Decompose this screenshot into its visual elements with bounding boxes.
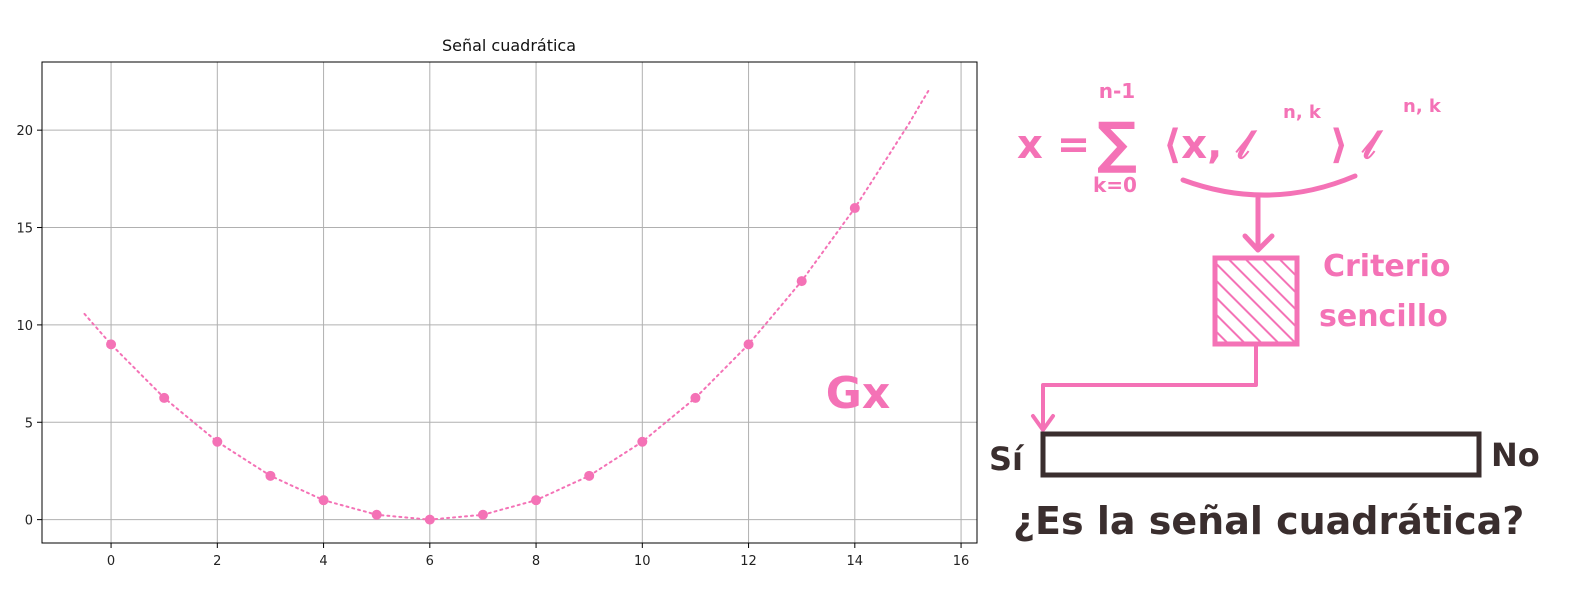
data-point xyxy=(637,436,648,447)
connector-line xyxy=(1041,346,1258,428)
data-point xyxy=(424,514,435,525)
chart-title: Señal cuadrática xyxy=(442,36,576,55)
y-tick-label: 5 xyxy=(25,416,33,431)
data-point xyxy=(371,509,382,520)
data-point xyxy=(743,339,754,350)
y-tick-label: 15 xyxy=(16,222,33,237)
data-point xyxy=(265,470,276,481)
criterion-label-2: sencillo xyxy=(1319,299,1448,334)
x-tick-label: 14 xyxy=(847,554,864,569)
x-tick-label: 8 xyxy=(532,554,540,569)
x-tick-label: 12 xyxy=(740,554,757,569)
data-point xyxy=(849,203,860,214)
arrow-down-icon xyxy=(1031,414,1055,432)
series xyxy=(83,88,931,525)
data-point xyxy=(318,495,329,506)
y-tick-label: 0 xyxy=(25,514,33,529)
x-tick-label: 6 xyxy=(426,554,434,569)
x-axis-ticks: 0 2 4 6 8 10 12 14 16 xyxy=(107,543,969,569)
y-axis-ticks: 0 5 10 15 20 xyxy=(16,124,42,529)
superscript-2: n, k xyxy=(1403,96,1442,117)
decision-bar xyxy=(1040,431,1482,478)
chart: Señal cuadrática 0 2 4 6 8 10 12 14 16 05101520 … xyxy=(16,36,978,569)
x-tick-label: 16 xyxy=(953,554,970,569)
yes-label: Sí xyxy=(989,440,1025,478)
inner-product: ⟨x, 𝓁 xyxy=(1163,122,1258,168)
x-tick-label: 10 xyxy=(634,554,651,569)
y-tick-label: 20 xyxy=(16,124,33,139)
data-point xyxy=(690,392,701,403)
superscript-1: n, k xyxy=(1283,102,1322,123)
sum-upper-limit: n-1 xyxy=(1099,79,1135,103)
x-tick-label: 2 xyxy=(213,554,221,569)
data-point xyxy=(584,470,595,481)
no-label: No xyxy=(1491,436,1540,474)
data-point xyxy=(796,276,807,287)
data-point xyxy=(212,436,223,447)
plot-frame xyxy=(41,61,978,544)
x-tick-label: 0 xyxy=(107,554,115,569)
x-tick-label: 4 xyxy=(319,554,327,569)
grid xyxy=(42,62,977,543)
criterion-label-1: Criterio xyxy=(1323,249,1450,284)
dotted-fit-curve xyxy=(83,88,931,521)
data-point xyxy=(106,339,117,350)
y-tick-label: 10 xyxy=(16,319,33,334)
underbrace xyxy=(1180,173,1358,198)
data-point xyxy=(531,495,542,506)
inner-product-close: ⟩ 𝓁 xyxy=(1330,122,1384,168)
formula-lhs: x = xyxy=(1017,122,1090,168)
data-point xyxy=(159,392,170,403)
sum-lower-limit: k=0 xyxy=(1093,173,1137,197)
arrow-down-icon xyxy=(1242,233,1275,253)
gx-annotation: Gx xyxy=(826,368,891,419)
sum-symbol: ∑ xyxy=(1097,111,1137,176)
question-text: ¿Es la señal cuadrática? xyxy=(1013,499,1524,543)
criterion-box xyxy=(1212,255,1300,347)
diagram: x = ∑ n-1 k=0 ⟨x, 𝓁 n, k ⟩ 𝓁 n, k Criter… xyxy=(989,79,1540,543)
data-point xyxy=(477,509,488,520)
